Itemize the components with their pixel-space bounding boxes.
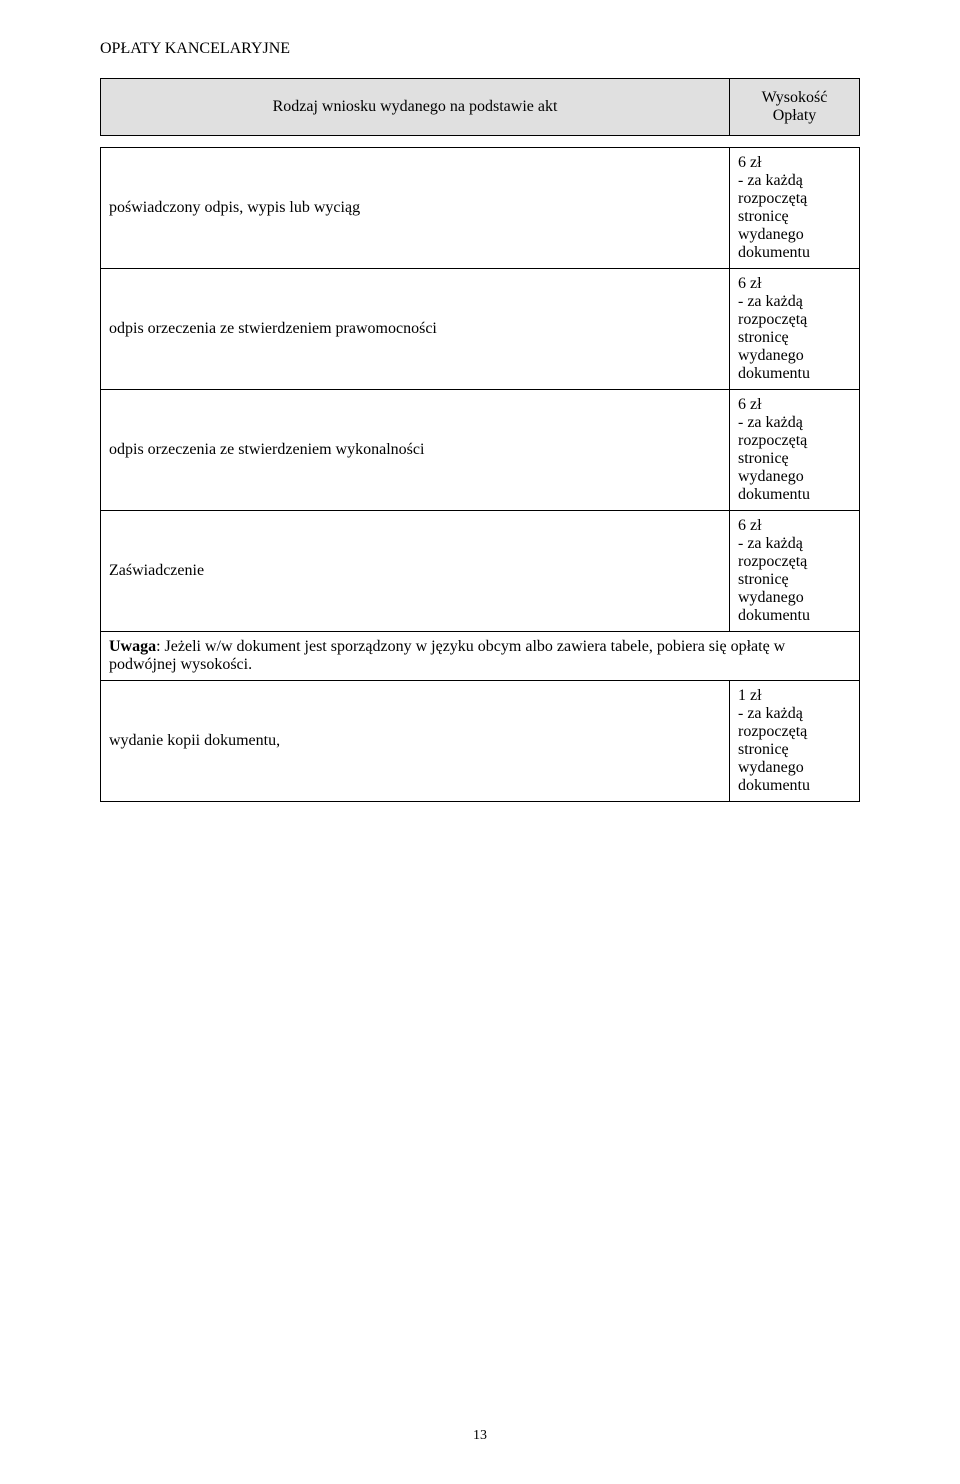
fees-table: Rodzaj wniosku wydanego na podstawie akt… (100, 78, 860, 802)
table-header-row: Rodzaj wniosku wydanego na podstawie akt… (101, 79, 860, 136)
row-label: wydanie kopii dokumentu, (101, 681, 730, 802)
table-row: odpis orzeczenia ze stwierdzeniem prawom… (101, 269, 860, 390)
row-label: poświadczony odpis, wypis lub wyciąg (101, 148, 730, 269)
row-label: odpis orzeczenia ze stwierdzeniem prawom… (101, 269, 730, 390)
row-amount: 6 zł - za każdą rozpoczętą stronicę wyda… (730, 511, 860, 632)
note-row: Uwaga: Jeżeli w/w dokument jest sporządz… (101, 632, 860, 681)
row-label: Zaświadczenie (101, 511, 730, 632)
page-number: 13 (473, 1428, 487, 1444)
note-cell: Uwaga: Jeżeli w/w dokument jest sporządz… (101, 632, 860, 681)
table-row: wydanie kopii dokumentu, 1 zł - za każdą… (101, 681, 860, 802)
row-label: odpis orzeczenia ze stwierdzeniem wykona… (101, 390, 730, 511)
header-right-line2: Opłaty (773, 107, 817, 124)
table-row: odpis orzeczenia ze stwierdzeniem wykona… (101, 390, 860, 511)
table-row: Zaświadczenie 6 zł - za każdą rozpoczętą… (101, 511, 860, 632)
spacer-row (101, 136, 860, 148)
header-request-type: Rodzaj wniosku wydanego na podstawie akt (101, 79, 730, 136)
note-prefix: Uwaga (109, 638, 156, 655)
row-amount: 6 zł - za każdą rozpoczętą stronicę wyda… (730, 390, 860, 511)
note-text: : Jeżeli w/w dokument jest sporządzony w… (109, 638, 785, 673)
header-fee-amount: Wysokość Opłaty (730, 79, 860, 136)
row-amount: 6 zł - za każdą rozpoczętą stronicę wyda… (730, 269, 860, 390)
row-amount: 1 zł - za każdą rozpoczętą stronicę wyda… (730, 681, 860, 802)
table-row: poświadczony odpis, wypis lub wyciąg 6 z… (101, 148, 860, 269)
header-right-line1: Wysokość (762, 89, 828, 106)
row-amount: 6 zł - za każdą rozpoczętą stronicę wyda… (730, 148, 860, 269)
section-title: OPŁATY KANCELARYJNE (100, 40, 860, 58)
